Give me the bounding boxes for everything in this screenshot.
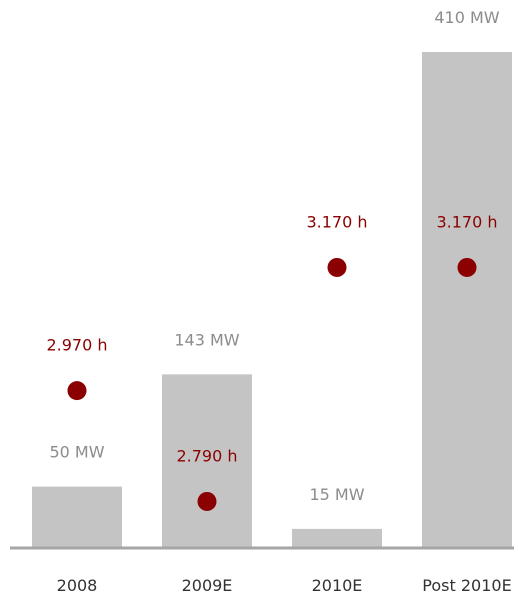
hours-value-label: 3.170 h [306,212,367,231]
bar-value-label: 50 MW [49,443,104,462]
bars-group [32,52,512,547]
bar [422,52,512,547]
x-tick-label: 2008 [57,576,98,595]
hours-value-label: 2.790 h [176,446,237,465]
bar-value-label: 143 MW [174,330,239,349]
x-tick-label: 2009E [182,576,233,595]
bar-value-label: 15 MW [309,485,364,504]
bar-labels-group: 50 MW 143 MW 15 MW 410 MW [49,8,499,504]
bar [292,528,382,547]
bar [32,486,122,547]
hours-point [67,381,87,401]
x-tick-labels-group: 2008 2009E 2010E Post 2010E [57,576,512,595]
hours-value-label: 2.970 h [46,336,107,355]
x-tick-label: Post 2010E [422,576,511,595]
x-tick-label: 2010E [312,576,363,595]
hours-point [197,491,217,511]
bar [162,374,252,547]
points-group [67,257,477,511]
hours-point [327,257,347,277]
point-labels-group: 2.970 h 2.790 h 3.170 h 3.170 h [46,212,497,465]
hours-value-label: 3.170 h [436,212,497,231]
hours-point [457,257,477,277]
bar-value-label: 410 MW [434,8,499,27]
